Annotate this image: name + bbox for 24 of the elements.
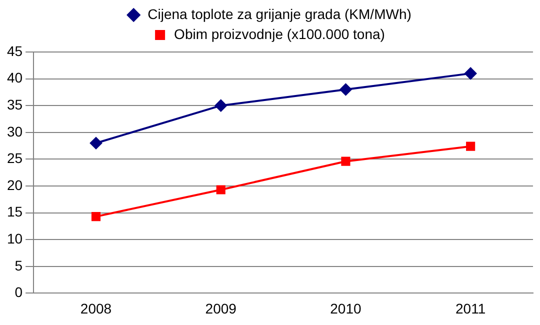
y-tick-label: 5 xyxy=(14,257,23,274)
x-tick-label: 2010 xyxy=(330,300,362,316)
y-tick-label: 45 xyxy=(6,42,23,59)
y-tick-label: 40 xyxy=(6,70,23,86)
point xyxy=(90,137,102,150)
point xyxy=(216,185,226,194)
y-tick-label: 10 xyxy=(6,230,23,246)
y-tick-label: 35 xyxy=(6,96,23,112)
x-tick-label: 2011 xyxy=(456,300,486,316)
y-tick-label: 0 xyxy=(14,284,23,300)
point xyxy=(340,84,352,96)
point xyxy=(464,67,477,80)
legend-label: Cijena toplote za grijanje grada (KM/MWh) xyxy=(148,6,412,22)
point xyxy=(214,100,227,112)
point xyxy=(91,212,101,222)
x-tick-label: 2009 xyxy=(205,300,237,316)
legend-label: Obim proizvodnje (x100.000 tona) xyxy=(174,26,385,42)
y-tick-label: 20 xyxy=(6,176,23,193)
x-tick-label: 2008 xyxy=(80,300,112,316)
y-tick-label: 25 xyxy=(6,150,23,166)
y-tick-label: 30 xyxy=(6,123,23,140)
point xyxy=(466,142,476,151)
y-tick-label: 15 xyxy=(6,204,23,220)
point xyxy=(341,156,350,166)
